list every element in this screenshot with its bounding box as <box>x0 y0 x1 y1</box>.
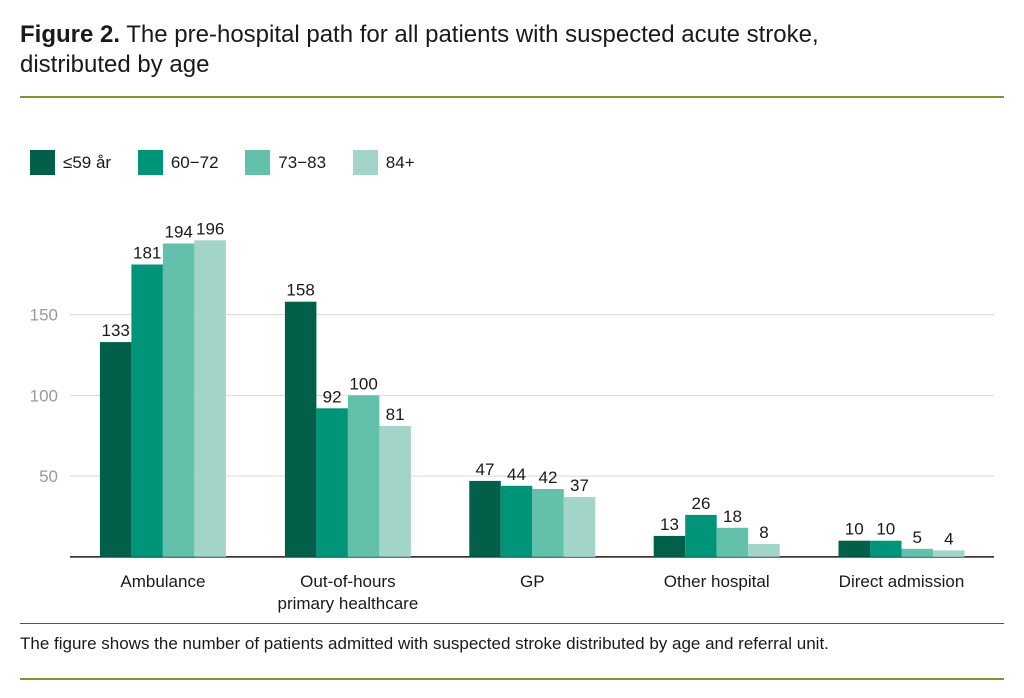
svg-text:8: 8 <box>759 523 768 542</box>
svg-text:44: 44 <box>507 465 526 484</box>
svg-text:92: 92 <box>323 387 342 406</box>
svg-text:Other hospital: Other hospital <box>664 572 770 591</box>
svg-text:133: 133 <box>102 321 130 340</box>
svg-text:Direct admission: Direct admission <box>839 572 965 591</box>
svg-text:13: 13 <box>660 515 679 534</box>
svg-text:37: 37 <box>570 476 589 495</box>
svg-text:158: 158 <box>286 281 314 300</box>
svg-text:GP: GP <box>520 572 545 591</box>
svg-text:100: 100 <box>349 374 377 393</box>
svg-text:81: 81 <box>386 405 405 424</box>
svg-text:4: 4 <box>944 529 953 548</box>
svg-text:18: 18 <box>723 507 742 526</box>
svg-text:150: 150 <box>30 306 58 325</box>
svg-text:196: 196 <box>196 219 224 238</box>
svg-text:Out-of-hours: Out-of-hours <box>300 572 395 591</box>
svg-text:26: 26 <box>692 494 711 513</box>
svg-text:47: 47 <box>476 460 495 479</box>
svg-text:10: 10 <box>845 520 864 539</box>
svg-text:10: 10 <box>876 520 895 539</box>
svg-text:primary healthcare: primary healthcare <box>278 594 419 613</box>
svg-text:Ambulance: Ambulance <box>120 572 205 591</box>
svg-text:100: 100 <box>30 386 58 405</box>
svg-text:50: 50 <box>39 467 58 486</box>
svg-text:194: 194 <box>165 223 193 242</box>
svg-text:5: 5 <box>912 528 921 547</box>
svg-text:42: 42 <box>539 468 558 487</box>
svg-text:181: 181 <box>133 244 161 263</box>
